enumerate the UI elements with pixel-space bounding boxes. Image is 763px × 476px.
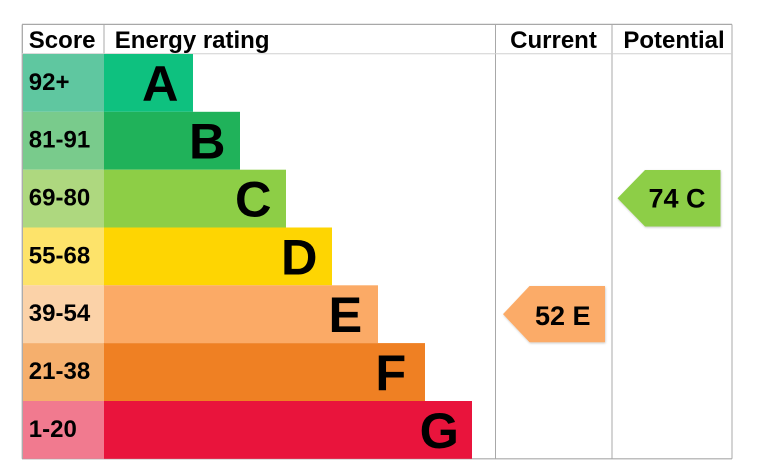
svg-text:55-68: 55-68 [29,242,90,269]
svg-text:Score: Score [29,27,96,54]
svg-text:Current: Current [510,27,597,54]
svg-text:G: G [420,402,459,459]
svg-text:Potential: Potential [623,27,724,54]
svg-text:A: A [142,55,178,112]
svg-text:D: D [281,228,317,285]
svg-text:21-38: 21-38 [29,358,90,385]
svg-text:C: C [235,171,271,228]
svg-text:81-91: 81-91 [29,127,90,154]
svg-text:B: B [189,113,225,170]
svg-text:Energy rating: Energy rating [115,27,270,54]
svg-text:92+: 92+ [29,69,70,96]
svg-text:69-80: 69-80 [29,185,90,212]
svg-text:1-20: 1-20 [29,416,77,443]
svg-text:39-54: 39-54 [29,300,91,327]
svg-text:E: E [328,286,362,343]
svg-text:F: F [375,344,406,401]
svg-text:74 C: 74 C [649,184,706,214]
svg-text:52 E: 52 E [535,301,591,331]
